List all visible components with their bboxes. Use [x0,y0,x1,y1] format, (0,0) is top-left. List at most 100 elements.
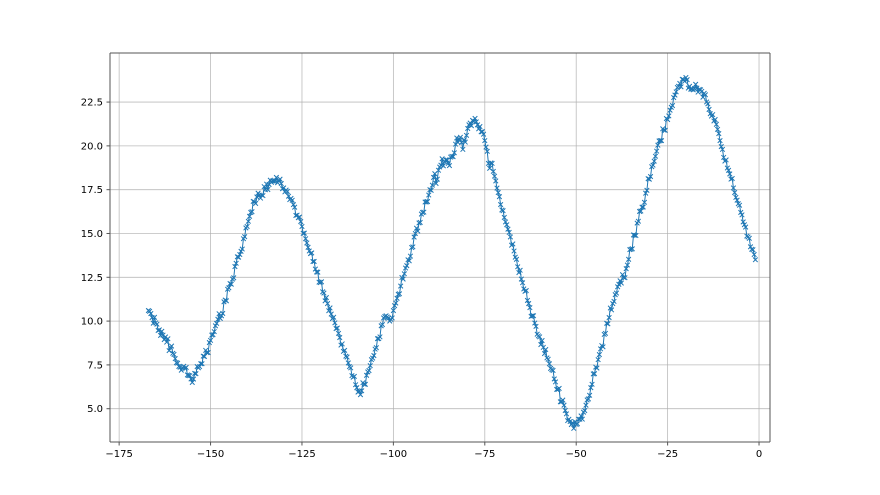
data-point-marker [546,361,553,367]
data-point-marker [491,173,498,179]
data-point-marker [524,297,531,304]
data-point-marker [411,234,417,240]
data-point-marker [398,283,404,289]
x-tick-label: −100 [380,449,407,460]
data-point-marker [260,192,266,199]
data-point-marker [495,189,501,196]
data-point-marker [465,125,471,132]
data-point-marker [633,232,639,239]
data-point-marker [718,143,724,150]
data-point-marker [488,160,494,166]
data-point-marker [523,287,529,294]
data-point-marker [328,311,334,317]
data-point-marker [591,371,598,377]
data-point-marker [217,315,223,322]
data-point-marker [739,212,745,218]
data-point-marker [366,367,372,374]
data-point-marker [363,372,370,378]
data-point-marker [354,385,360,391]
data-point-marker [235,254,242,260]
data-point-marker [245,218,251,224]
data-point-marker [335,330,342,337]
axes-background [110,53,770,442]
data-point-marker [341,347,348,354]
x-tick-label: −150 [197,449,224,460]
data-point-marker [511,248,517,254]
data-point-marker [482,137,488,144]
data-point-marker [393,300,399,306]
data-point-marker [223,298,230,304]
data-point-marker [480,131,487,137]
data-point-marker [529,313,535,319]
data-series-layer [145,74,759,432]
data-point-marker [428,187,434,193]
data-point-marker [625,256,632,262]
data-point-marker [536,334,543,340]
data-point-marker [242,234,248,240]
data-point-marker [635,218,642,224]
data-point-marker [515,264,521,270]
y-tick-label: 5.0 [87,404,103,415]
data-point-marker [672,92,678,98]
data-point-marker [618,280,624,286]
data-point-marker [583,402,589,408]
data-point-marker [694,85,700,91]
data-point-marker [379,321,386,328]
data-point-marker [352,382,359,388]
data-point-marker [304,240,310,246]
data-point-marker [313,269,320,275]
y-tick-label: 12.5 [81,273,103,284]
data-point-marker [563,411,570,417]
data-point-marker [541,350,548,357]
data-point-marker [404,263,410,269]
data-point-marker [410,244,416,250]
data-point-marker [394,295,400,301]
data-point-marker [390,307,397,314]
data-point-marker [710,111,716,118]
data-point-marker [444,157,450,163]
data-point-marker [151,314,158,320]
data-point-marker [673,89,679,95]
data-point-marker [611,298,617,305]
data-point-marker [367,362,373,369]
data-point-marker [462,139,468,145]
data-point-marker [156,327,163,333]
data-point-marker [717,137,723,144]
data-point-marker [527,304,533,311]
x-tick-label: −75 [474,449,495,460]
data-point-marker [750,247,756,253]
data-point-marker [318,279,325,285]
data-point-marker [435,167,442,173]
x-tick-label: −25 [657,449,678,460]
data-point-marker [334,325,340,331]
data-point-marker [337,334,343,341]
data-point-marker [494,185,500,191]
data-point-marker [539,337,545,344]
data-point-marker [605,321,611,327]
data-point-marker [204,349,210,356]
data-point-marker [664,116,671,123]
data-point-marker [746,235,752,241]
data-point-marker [421,209,427,215]
data-point-marker [562,407,568,414]
data-point-marker [733,194,739,201]
data-point-marker [209,332,215,338]
data-point-marker [493,178,499,184]
data-point-marker [636,208,643,215]
data-point-marker [736,202,743,208]
x-tick-label: −175 [105,449,132,460]
data-point-marker [457,134,464,140]
data-point-marker [723,157,729,163]
data-point-marker [533,323,539,330]
data-point-marker [417,219,423,226]
data-point-marker [655,142,661,148]
data-point-marker [606,314,612,321]
data-point-marker [310,258,316,265]
data-point-marker [359,388,365,394]
data-point-marker [237,251,243,258]
axis-ticks [106,101,760,446]
data-point-marker [396,291,403,297]
data-point-marker [271,178,277,184]
data-point-marker [596,351,603,358]
